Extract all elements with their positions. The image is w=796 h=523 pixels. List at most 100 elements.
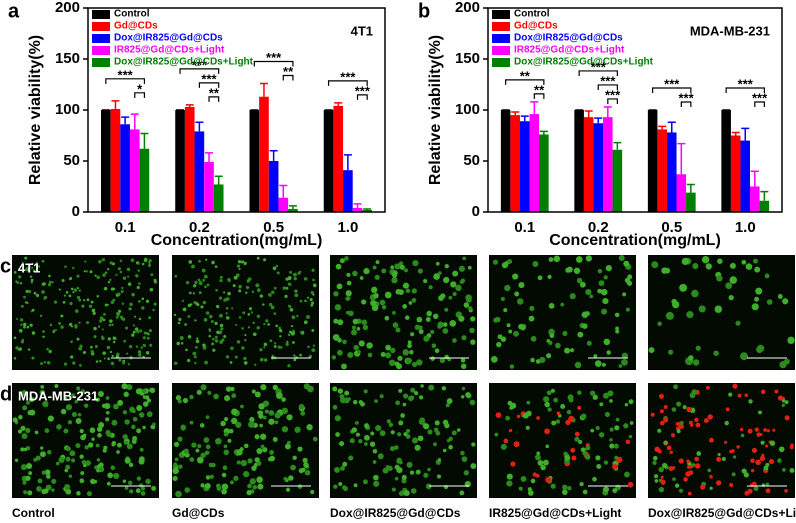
cell-dot xyxy=(763,465,769,471)
cell-dot xyxy=(236,460,241,465)
cell-dot xyxy=(227,438,232,443)
cell-dot xyxy=(371,304,379,312)
cell-dot xyxy=(71,458,76,463)
cell-dot xyxy=(124,486,129,490)
error-bar xyxy=(130,113,139,130)
cell-dot xyxy=(658,466,664,473)
cell-dot xyxy=(241,327,244,330)
cell-dot xyxy=(194,345,198,349)
significance-label: ** xyxy=(534,82,545,97)
cell-dot xyxy=(68,322,73,327)
cell-dot xyxy=(46,347,49,351)
cell-dot xyxy=(595,455,601,461)
cell-dot xyxy=(505,415,511,421)
cell-dot xyxy=(449,320,457,327)
cell-dot xyxy=(18,414,23,420)
cell-dot xyxy=(65,404,72,411)
cell-dot xyxy=(431,343,437,349)
cell-dot xyxy=(225,355,230,359)
bar xyxy=(657,129,667,212)
cell-dot xyxy=(203,437,210,443)
cell-dot xyxy=(660,479,666,485)
cell-dot xyxy=(195,339,200,344)
cell-dot xyxy=(84,260,87,263)
cell-dot xyxy=(215,288,218,292)
cell-dot xyxy=(47,415,54,422)
cell-dot xyxy=(270,305,275,310)
cell-dot xyxy=(103,286,108,291)
cell-dot xyxy=(306,315,310,319)
column-label: Gd@CDs xyxy=(172,506,225,520)
cell-dot xyxy=(29,409,36,416)
cell-dot xyxy=(410,332,415,337)
cell-dot xyxy=(26,301,29,304)
error-bar xyxy=(677,142,686,175)
cell-dot xyxy=(286,414,293,421)
cell-dot xyxy=(79,344,83,348)
cell-dot xyxy=(304,299,307,303)
cell-dot xyxy=(527,487,532,492)
cell-dot xyxy=(220,420,226,427)
cell-dot xyxy=(143,258,148,262)
cell-dot xyxy=(423,279,428,284)
cell-dot xyxy=(177,436,183,442)
cell-dot xyxy=(123,440,128,445)
significance-label: *** xyxy=(340,69,356,84)
cell-dot xyxy=(191,264,195,269)
cell-dot xyxy=(18,347,22,351)
cell-dot xyxy=(201,268,206,273)
cell-dot xyxy=(216,483,221,489)
cell-dot xyxy=(184,323,187,326)
cell-dot xyxy=(526,410,532,417)
cell-dot xyxy=(81,459,87,465)
cell-dot xyxy=(31,266,34,269)
cell-dot xyxy=(465,296,472,303)
cell-dot xyxy=(361,319,368,326)
bar xyxy=(519,121,530,212)
error-bar xyxy=(269,150,278,161)
cell-dot xyxy=(465,392,471,398)
cell-dot xyxy=(676,401,682,407)
cell-dot xyxy=(232,284,236,288)
cell-dot xyxy=(271,290,275,294)
error-bar xyxy=(603,106,612,118)
significance-label: *** xyxy=(678,90,694,105)
cell-dot xyxy=(47,450,52,455)
cell-dot xyxy=(111,419,118,426)
cell-dot xyxy=(39,389,45,396)
cell-dot xyxy=(20,304,24,308)
cell-dot xyxy=(18,329,23,333)
cell-dot xyxy=(784,400,789,405)
cell-dot xyxy=(209,474,214,479)
cell-dot xyxy=(312,344,316,347)
cell-dot xyxy=(418,329,424,335)
y-tick-label: 50 xyxy=(63,152,80,169)
cell-dot xyxy=(132,324,135,327)
legend-label: Dox@IR825@Gd@CDs+Light xyxy=(114,57,254,68)
cell-dot xyxy=(254,391,261,398)
cell-dot xyxy=(277,345,282,349)
cell-dot xyxy=(119,270,123,274)
cell-dot xyxy=(64,265,67,268)
cell-dot xyxy=(444,264,449,269)
cell-dot xyxy=(187,315,191,318)
cell-dot xyxy=(336,349,343,356)
cell-dot xyxy=(569,293,576,300)
cell-dot xyxy=(219,340,224,344)
cell-dot xyxy=(333,291,339,297)
cell-dot xyxy=(671,407,677,412)
cell-dot xyxy=(601,362,606,367)
cell-dot xyxy=(789,445,794,450)
cell-line-label: MDA-MB-231 xyxy=(18,388,98,403)
cell-dot xyxy=(388,359,396,366)
cell-dot xyxy=(79,454,84,459)
cell-dot xyxy=(548,328,555,336)
cell-dot xyxy=(86,298,90,302)
cell-dot xyxy=(728,392,733,397)
significance-label: *** xyxy=(605,87,621,102)
cell-dot xyxy=(221,472,227,478)
cell-line-label: 4T1 xyxy=(18,260,40,275)
cell-dot xyxy=(20,464,27,471)
cell-dot xyxy=(406,461,413,468)
